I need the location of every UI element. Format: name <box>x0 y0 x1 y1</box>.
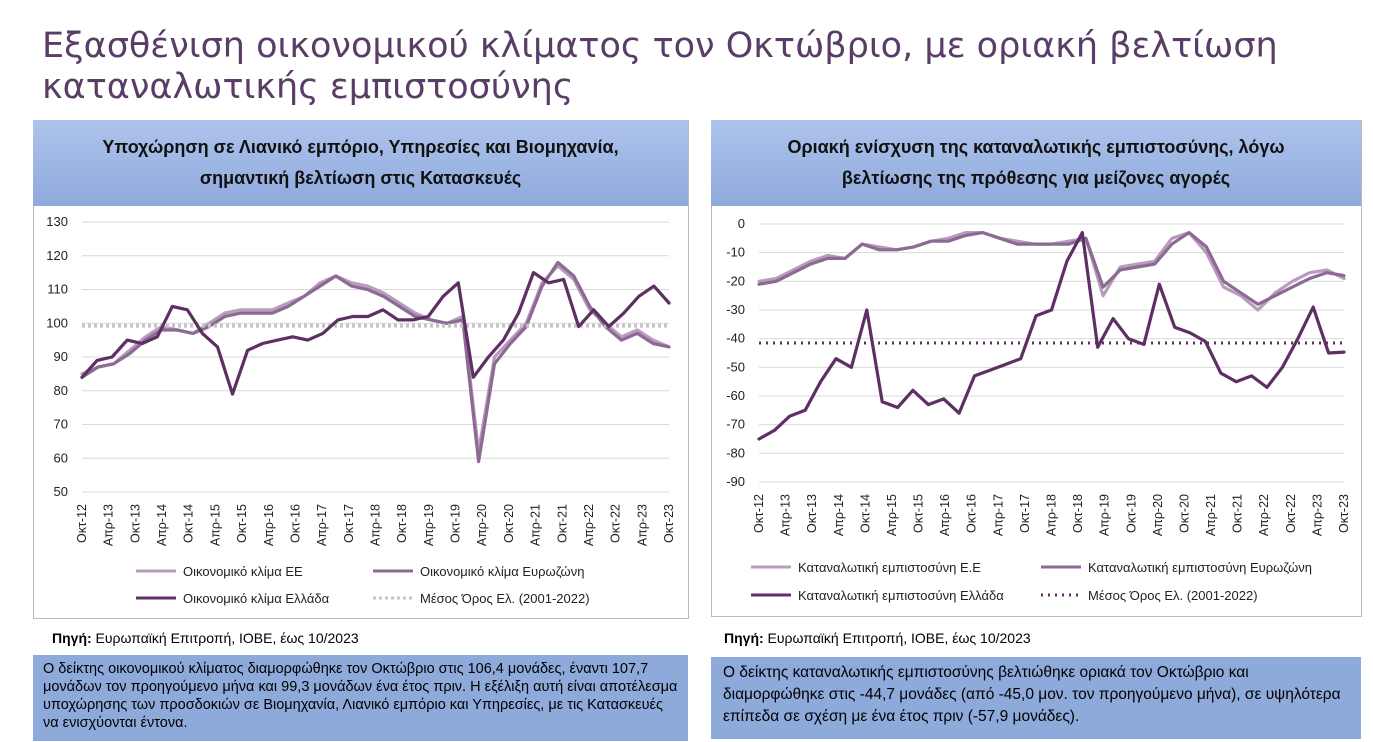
right-source-label: Πηγή: <box>724 630 764 646</box>
right-chart-x-tick-label: Απρ-23 <box>1310 494 1324 536</box>
left-chart-y-tick-label: 110 <box>47 282 68 297</box>
left-chart-y-tick-label: 100 <box>46 315 68 330</box>
right-source: Πηγή: Ευρωπαϊκή Επιτροπή, ΙΟΒΕ, έως 10/2… <box>724 630 1031 646</box>
left-chart: 50 60 70 80 90 100 110 120 130 Οκτ-12 Απρ-13 Οκτ-13… <box>46 214 676 606</box>
left-chart-x-tick-label: Οκτ-19 <box>449 504 463 543</box>
right-chart-x-tick-label: Οκτ-17 <box>1018 494 1032 533</box>
right-chart-x-tick-label: Οκτ-13 <box>805 494 819 533</box>
left-chart-x-tick-label: Οκτ-12 <box>75 504 89 543</box>
right-chart-series-greece-line <box>757 231 1346 441</box>
left-source-label: Πηγή: <box>52 630 92 646</box>
left-chart-x-tick-label: Απρ-20 <box>475 504 489 546</box>
right-chart-x-tick-label: Οκτ-18 <box>1071 494 1085 533</box>
right-chart-y-tick-label: -70 <box>726 417 745 432</box>
left-chart-y-tick-label: 130 <box>46 214 68 229</box>
right-note: Ο δείκτης καταναλωτικής εμπιστοσύνης βελ… <box>711 657 1361 739</box>
right-chart-series-euro-line <box>757 231 1346 306</box>
left-chart-x-tick-label: Απρ-14 <box>155 504 169 546</box>
right-chart-legend-label: Καταναλωτική εμπιστοσύνη Ευρωζώνη <box>1088 560 1312 575</box>
left-chart-x-tick-label: Οκτ-18 <box>395 504 409 543</box>
left-chart-x-tick-label: Οκτ-23 <box>662 504 676 543</box>
right-chart-x-tick-label: Απρ-22 <box>1257 494 1271 536</box>
left-chart-y-tick-label: 50 <box>54 484 68 499</box>
right-chart-x-tick-label: Απρ-18 <box>1045 494 1059 536</box>
left-chart-legend-label: Μέσος Όρος Ελ. (2001-2022) <box>420 591 590 606</box>
right-chart-y-tick-label: -10 <box>726 245 745 260</box>
right-chart-x-tick-label: Απρ-17 <box>991 494 1005 536</box>
right-chart-legend-label: Καταναλωτική εμπιστοσύνη Ελλάδα <box>798 588 1004 603</box>
right-chart-x-tick-label: Οκτ-23 <box>1337 494 1351 533</box>
left-chart-x-tick-label: Οκτ-22 <box>609 504 623 543</box>
right-chart-y-tick-label: -20 <box>726 273 745 288</box>
right-chart: 0 -10 -20 -30 -40 -50 -60 -70 -80 -90 Οκτ-12 Απρ-13… <box>726 216 1351 603</box>
right-chart-x-tick-label: Οκτ-16 <box>965 494 979 533</box>
right-chart-x-tick-label: Απρ-21 <box>1204 494 1218 536</box>
left-note: Ο δείκτης οικονομικού κλίματος διαμορφώθ… <box>33 655 688 741</box>
left-chart-x-tick-label: Απρ-22 <box>582 504 596 546</box>
right-chart-legend-label: Καταναλωτική εμπιστοσύνη Ε.Ε <box>798 560 981 575</box>
right-source-text: Ευρωπαϊκή Επιτροπή, ΙΟΒΕ, έως 10/2023 <box>763 630 1031 646</box>
left-chart-y-tick-label: 60 <box>54 450 68 465</box>
left-chart-x-tick-label: Οκτ-16 <box>288 504 302 543</box>
right-chart-heading: Οριακή ενίσχυση της καταναλωτικής εμπιστ… <box>711 120 1361 206</box>
right-chart-x-tick-label: Οκτ-21 <box>1231 494 1245 533</box>
left-chart-x-tick-label: Απρ-19 <box>422 504 436 546</box>
left-chart-heading: Υποχώρηση σε Λιανικό εμπόριο, Υπηρεσίες … <box>33 120 688 206</box>
left-source: Πηγή: Ευρωπαϊκή Επιτροπή, ΙΟΒΕ, έως 10/2… <box>52 630 359 646</box>
left-chart-x-tick-label: Απρ-17 <box>315 504 329 546</box>
left-chart-x-tick-label: Οκτ-13 <box>128 504 142 543</box>
left-chart-x-tick-label: Απρ-23 <box>635 504 649 546</box>
right-chart-x-tick-label: Απρ-20 <box>1151 494 1165 536</box>
right-chart-y-tick-label: -60 <box>726 388 745 403</box>
left-chart-x-tick-label: Οκτ-17 <box>342 504 356 543</box>
right-chart-x-tick-label: Οκτ-12 <box>752 494 766 533</box>
left-chart-legend-label: Οικονομικό κλίμα ΕΕ <box>183 564 303 579</box>
right-chart-y-tick-label: -80 <box>726 445 745 460</box>
right-chart-y-tick-label: -50 <box>726 359 745 374</box>
right-chart-x-tick-label: Απρ-16 <box>938 494 952 536</box>
left-chart-series-euro-line <box>80 260 671 464</box>
right-chart-y-tick-label: 0 <box>738 216 745 231</box>
right-chart-x-tick-label: Οκτ-14 <box>858 494 872 533</box>
left-chart-x-tick-label: Οκτ-21 <box>555 504 569 543</box>
page-title: Εξασθένιση οικονομικού κλίματος τον Οκτώ… <box>42 26 1278 107</box>
right-chart-legend-label: Μέσος Όρος Ελ. (2001-2022) <box>1088 588 1258 603</box>
left-chart-x-tick-label: Οκτ-15 <box>235 504 249 543</box>
right-chart-x-tick-label: Οκτ-20 <box>1177 494 1191 533</box>
left-chart-x-tick-label: Απρ-16 <box>262 504 276 546</box>
right-chart-x-tick-label: Οκτ-15 <box>912 494 926 533</box>
left-chart-y-tick-label: 70 <box>54 417 68 432</box>
left-chart-legend-label: Οικονομικό κλίμα Ελλάδα <box>183 591 330 606</box>
left-chart-y-tick-label: 120 <box>46 248 68 263</box>
right-chart-x-tick-label: Απρ-13 <box>779 494 793 536</box>
right-chart-x-tick-label: Απρ-15 <box>885 494 899 536</box>
left-chart-x-tick-label: Απρ-18 <box>369 504 383 546</box>
left-chart-legend-label: Οικονομικό κλίμα Ευρωζώνη <box>420 564 584 579</box>
left-source-text: Ευρωπαϊκή Επιτροπή, ΙΟΒΕ, έως 10/2023 <box>91 630 359 646</box>
right-chart-x-tick-label: Απρ-19 <box>1098 494 1112 536</box>
left-chart-x-tick-label: Απρ-15 <box>208 504 222 546</box>
right-chart-y-tick-label: -40 <box>726 331 745 346</box>
left-chart-x-tick-label: Οκτ-14 <box>182 504 196 543</box>
left-chart-x-tick-label: Απρ-13 <box>102 504 116 546</box>
right-chart-x-tick-label: Οκτ-22 <box>1284 494 1298 533</box>
left-chart-x-tick-label: Οκτ-20 <box>502 504 516 543</box>
left-chart-y-tick-label: 80 <box>54 383 68 398</box>
right-chart-y-tick-label: -30 <box>726 302 745 317</box>
left-chart-series-greece-line <box>80 270 671 396</box>
right-chart-y-tick-label: -90 <box>726 474 745 489</box>
left-chart-x-tick-label: Απρ-21 <box>529 504 543 546</box>
left-chart-y-tick-label: 90 <box>54 349 68 364</box>
right-chart-x-tick-label: Οκτ-19 <box>1124 494 1138 533</box>
right-chart-x-tick-label: Απρ-14 <box>832 494 846 536</box>
